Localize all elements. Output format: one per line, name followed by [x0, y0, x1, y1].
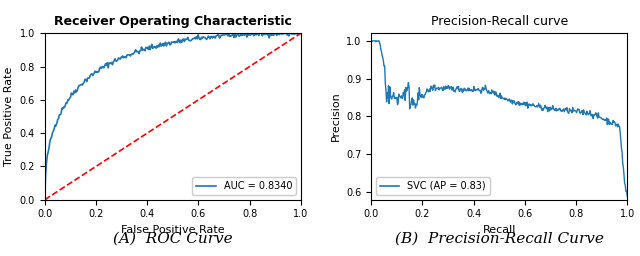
Line: AUC = 0.8340: AUC = 0.8340 [45, 33, 301, 200]
SVC (AP = 0.83) [367, 39, 375, 42]
SVC (AP = 0.83) [468, 89, 476, 92]
AUC = 0.8340 [297, 32, 305, 35]
AUC = 0.8340 [274, 32, 282, 35]
SVC (AP = 0.83) [623, 195, 631, 198]
Legend: SVC (AP = 0.83): SVC (AP = 0.83) [376, 177, 490, 195]
AUC = 0.8340 [220, 32, 228, 35]
Line: SVC (AP = 0.83): SVC (AP = 0.83) [371, 41, 627, 196]
SVC (AP = 0.83) [451, 89, 458, 92]
AUC = 0.8340 [257, 32, 265, 35]
SVC (AP = 0.83) [529, 104, 536, 107]
X-axis label: Recall: Recall [483, 225, 516, 235]
Legend: AUC = 0.8340: AUC = 0.8340 [193, 177, 296, 195]
SVC (AP = 0.83) [398, 97, 406, 100]
Y-axis label: Precision: Precision [330, 92, 340, 141]
Y-axis label: True Positive Rate: True Positive Rate [4, 67, 14, 166]
Title: Receiver Operating Characteristic: Receiver Operating Characteristic [54, 15, 292, 28]
X-axis label: False Positive Rate: False Positive Rate [121, 225, 225, 235]
Text: (B)  Precision-Recall Curve: (B) Precision-Recall Curve [395, 232, 604, 246]
SVC (AP = 0.83) [554, 108, 561, 111]
Text: (A)  ROC Curve: (A) ROC Curve [113, 232, 232, 246]
AUC = 0.8340 [193, 37, 201, 40]
AUC = 0.8340 [198, 36, 205, 39]
AUC = 0.8340 [193, 35, 200, 38]
Title: Precision-Recall curve: Precision-Recall curve [431, 15, 568, 28]
SVC (AP = 0.83) [552, 107, 560, 110]
AUC = 0.8340 [41, 198, 49, 201]
AUC = 0.8340 [42, 172, 49, 175]
